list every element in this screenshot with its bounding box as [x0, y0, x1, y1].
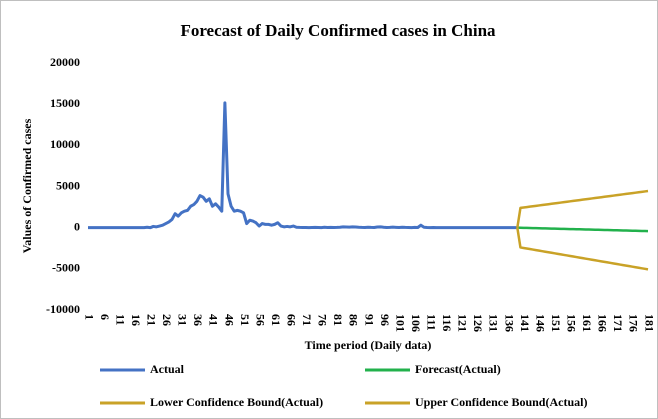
- y-tick-label: 5000: [56, 178, 80, 192]
- x-tick-label: 181: [642, 314, 656, 332]
- x-tick-label: 121: [456, 314, 470, 332]
- x-tick-label: 176: [627, 314, 641, 332]
- x-tick-label: 146: [533, 314, 547, 332]
- y-tick-label: -10000: [46, 302, 80, 316]
- x-tick-label: 116: [440, 314, 454, 331]
- x-tick-label: 111: [424, 314, 438, 331]
- x-tick-label: 16: [129, 314, 143, 326]
- legend-label: Actual: [150, 362, 185, 376]
- x-tick-label: 96: [378, 314, 392, 326]
- x-tick-label: 61: [269, 314, 283, 326]
- x-tick-label: 51: [238, 314, 252, 326]
- x-tick-label: 91: [362, 314, 376, 326]
- x-tick-label: 161: [580, 314, 594, 332]
- x-tick-label: 106: [409, 314, 423, 332]
- x-tick-label: 136: [502, 314, 516, 332]
- x-tick-label: 156: [564, 314, 578, 332]
- y-tick-label: 20000: [50, 55, 80, 69]
- y-tick-label: 15000: [50, 96, 80, 110]
- legend-label: Upper Confidence Bound(Actual): [415, 395, 587, 409]
- legend-label: Forecast(Actual): [415, 362, 501, 376]
- x-tick-label: 101: [393, 314, 407, 332]
- y-tick-label: 0: [74, 219, 80, 233]
- x-tick-label: 126: [471, 314, 485, 332]
- x-tick-label: 171: [611, 314, 625, 332]
- x-tick-label: 166: [596, 314, 610, 332]
- x-tick-label: 141: [518, 314, 532, 332]
- y-tick-label: -5000: [52, 261, 80, 275]
- x-tick-label: 66: [284, 314, 298, 326]
- x-tick-label: 131: [487, 314, 501, 332]
- x-tick-label: 56: [253, 314, 267, 326]
- legend-label: Lower Confidence Bound(Actual): [150, 395, 323, 409]
- x-tick-label: 41: [207, 314, 221, 326]
- x-tick-label: 76: [316, 314, 330, 326]
- x-tick-label: 86: [347, 314, 361, 326]
- x-tick-label: 151: [549, 314, 563, 332]
- x-tick-label: 26: [160, 314, 174, 326]
- series-line: [517, 226, 649, 233]
- x-tick-label: 21: [144, 314, 158, 326]
- y-axis-label: Values of Confirmed cases: [20, 118, 34, 253]
- y-tick-label: 10000: [50, 137, 80, 151]
- series-line: [88, 101, 518, 230]
- x-tick-label: 81: [331, 314, 345, 326]
- series-line: [516, 189, 649, 228]
- series-line: [516, 227, 649, 271]
- x-tick-label: 6: [98, 314, 112, 320]
- x-tick-label: 46: [222, 314, 236, 326]
- x-tick-label: 36: [191, 314, 205, 326]
- x-tick-label: 31: [176, 314, 190, 326]
- chart-title: Forecast of Daily Confirmed cases in Chi…: [180, 21, 496, 40]
- x-tick-label: 1: [82, 314, 96, 320]
- x-axis-label: Time period (Daily data): [305, 338, 432, 352]
- x-tick-label: 71: [300, 314, 314, 326]
- x-tick-label: 11: [113, 314, 127, 325]
